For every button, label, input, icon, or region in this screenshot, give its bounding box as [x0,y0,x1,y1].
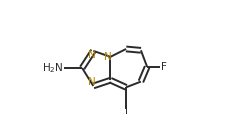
Text: H$_2$N: H$_2$N [42,61,63,75]
Text: I: I [125,106,128,116]
Text: N: N [88,50,96,60]
Text: N: N [104,52,111,62]
Text: N: N [88,77,96,87]
Text: F: F [161,62,166,72]
